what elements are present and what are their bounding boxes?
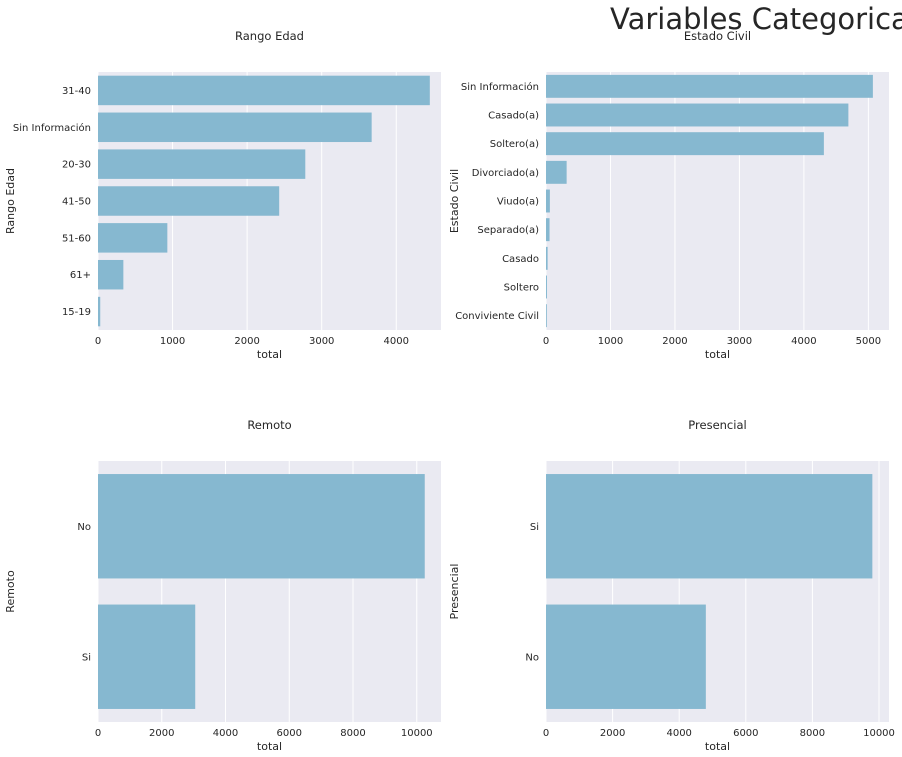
- chart2-bar-5: [546, 218, 550, 242]
- chart3-title: Remoto: [247, 418, 291, 432]
- chart3-xtick-label-4: 8000: [340, 728, 365, 739]
- chart1-xtick-label-2: 2000: [234, 336, 259, 347]
- chart4-xtick-label-0: 0: [543, 728, 549, 739]
- chart2-ytick-label-0: Sin Información: [461, 81, 539, 93]
- chart1-bar-6: [98, 296, 101, 327]
- chart3-bar-1: [98, 604, 196, 709]
- chart1-ytick-label-5: 61+: [70, 270, 91, 281]
- chart1-xtick-label-1: 1000: [160, 336, 185, 347]
- chart2-bar-2: [546, 132, 824, 156]
- chart1-bar-1: [98, 112, 372, 143]
- chart2-bar-8: [546, 304, 547, 328]
- chart1-bar-2: [98, 149, 306, 179]
- chart3-xtick-label-0: 0: [95, 728, 101, 739]
- chart2-ytick-label-2: Soltero(a): [490, 139, 539, 150]
- chart3-xtick-label-2: 4000: [213, 728, 238, 739]
- chart4-ytick-label-1: No: [525, 652, 539, 663]
- chart1-xlabel: total: [257, 348, 282, 361]
- chart4-xlabel: total: [705, 740, 730, 753]
- figure-suptitle: Variables Categoricas: [610, 2, 902, 36]
- chart1-bar-0: [98, 75, 430, 106]
- chart2-ytick-label-4: Viudo(a): [497, 197, 539, 208]
- chart2-title: Estado Civil: [684, 29, 751, 43]
- chart2-ytick-label-5: Separado(a): [477, 225, 539, 236]
- chart3-ytick-label-1: Si: [82, 652, 91, 663]
- chart1-ytick-label-1: Sin Información: [13, 122, 91, 134]
- chart1-title: Rango Edad: [235, 29, 304, 43]
- chart1-xtick-label-4: 4000: [384, 336, 409, 347]
- chart2-xtick-label-4: 4000: [791, 336, 816, 347]
- chart2-ytick-label-7: Soltero: [504, 283, 539, 294]
- chart2-ytick-label-8: Conviviente Civil: [455, 311, 539, 322]
- chart4-ylabel: Presencial: [448, 564, 461, 620]
- chart2-bar-7: [546, 275, 547, 299]
- chart3-xtick-label-5: 10000: [401, 728, 433, 739]
- chart1-ylabel: Rango Edad: [4, 168, 17, 234]
- chart4-ytick-label-0: Si: [530, 522, 539, 533]
- chart2-xtick-label-3: 3000: [727, 336, 752, 347]
- chart1-ytick-label-6: 15-19: [62, 307, 91, 318]
- chart1-bar-3: [98, 186, 280, 216]
- chart2-ytick-label-6: Casado: [502, 254, 539, 265]
- chart1-bar-5: [98, 259, 124, 290]
- chart2-xtick-label-5: 5000: [856, 336, 881, 347]
- chart4-bar-0: [546, 474, 873, 579]
- chart2-ytick-label-1: Casado(a): [488, 111, 539, 122]
- chart2-xtick-label-1: 1000: [598, 336, 623, 347]
- chart1-ytick-label-2: 20-30: [62, 160, 91, 171]
- chart2-bar-4: [546, 189, 550, 213]
- chart2-bar-3: [546, 160, 567, 184]
- chart4-bar-1: [546, 604, 706, 709]
- chart4-xtick-label-2: 4000: [666, 728, 691, 739]
- chart4-xtick-label-3: 6000: [733, 728, 758, 739]
- chart3-xlabel: total: [257, 740, 282, 753]
- chart2-bar-1: [546, 103, 849, 127]
- chart2-ylabel: Estado Civil: [448, 169, 461, 233]
- chart1-ytick-label-0: 31-40: [62, 86, 91, 97]
- chart2-ytick-label-3: Divorciado(a): [472, 168, 539, 179]
- chart2-xtick-label-2: 2000: [662, 336, 687, 347]
- chart3-ylabel: Remoto: [4, 570, 17, 613]
- chart1-bar-4: [98, 223, 168, 253]
- chart2-xlabel: total: [705, 348, 730, 361]
- chart1-xtick-label-3: 3000: [309, 336, 334, 347]
- chart4-title: Presencial: [688, 418, 746, 432]
- chart4-xtick-label-1: 2000: [600, 728, 625, 739]
- chart4-xtick-label-4: 8000: [800, 728, 825, 739]
- chart1-xtick-label-0: 0: [95, 336, 101, 347]
- chart2-bar-0: [546, 74, 873, 98]
- chart1-ytick-label-4: 51-60: [62, 233, 91, 244]
- chart1-ytick-label-3: 41-50: [62, 197, 91, 208]
- chart2-bar-6: [546, 246, 548, 270]
- chart3-bar-0: [98, 474, 425, 579]
- chart3-xtick-label-3: 6000: [277, 728, 302, 739]
- chart3-ytick-label-0: No: [77, 522, 91, 533]
- chart3-xtick-label-1: 2000: [149, 728, 174, 739]
- chart4-xtick-label-5: 10000: [863, 728, 895, 739]
- chart2-xtick-label-0: 0: [543, 336, 549, 347]
